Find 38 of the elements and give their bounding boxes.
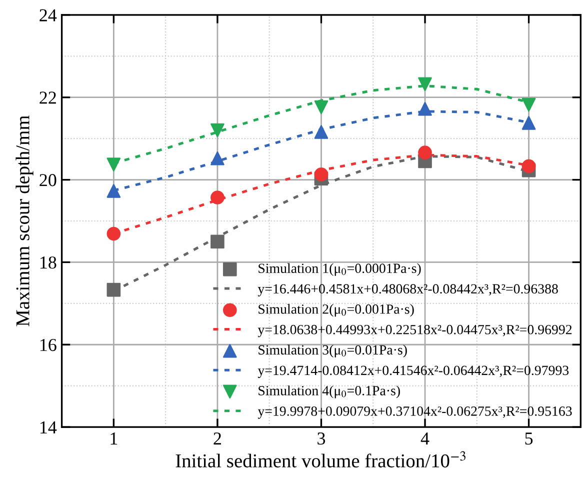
point [418, 77, 432, 92]
legend-label: y=16.446+0.4581x+0.48068x²-0.08442x³,R²=0.96388 [258, 284, 558, 296]
point [522, 159, 536, 174]
x-tick-label: 5 [525, 432, 533, 445]
point [106, 184, 121, 198]
legend-label: y=18.0638+0.44993x+0.22518x²-0.04475x³,R²=0.96992 [258, 324, 572, 338]
point [210, 234, 224, 249]
x-tick-label: 4 [420, 432, 430, 444]
y-tick-label: 18 [40, 256, 56, 269]
y-tick-label: 22 [40, 92, 56, 104]
point [210, 190, 224, 204]
point [106, 226, 121, 241]
legend-label: Simulation 3(μ$_{0}$=0.01Pa·s) [258, 344, 407, 358]
y-axis-title: Maximum scour depth/mm [16, 115, 34, 326]
x-tick-label: 2 [214, 432, 221, 444]
point [522, 116, 536, 130]
x-axis-title: Initial sediment volume fraction/10$^{−3}$ [176, 451, 466, 468]
point [210, 123, 224, 138]
y-tick-label: 24 [40, 9, 57, 22]
legend-label: Simulation 4(μ$_{0}$=0.1Pa·s) [258, 386, 400, 398]
point [106, 158, 121, 172]
y-tick-label: 16 [40, 338, 56, 352]
legend-label: Simulation 2(μ$_{0}$=0.001Pa·s) [258, 304, 414, 317]
point [418, 146, 432, 160]
x-tick-label: 3 [318, 432, 326, 445]
point [210, 151, 224, 166]
point [314, 168, 328, 182]
point [314, 100, 328, 114]
legend-label: y=19.4714-0.08412x+0.41546x²-0.06442x³,R²=0.97993 [258, 366, 569, 378]
legend-label: y=19.9978+0.09079x+0.37104x²-0.06275x³,R²=0.95163 [258, 406, 572, 419]
point [522, 98, 536, 112]
point [418, 102, 432, 116]
x-tick-label: 1 [110, 432, 118, 444]
y-tick-label: 14 [40, 421, 57, 434]
y-tick-label: 20 [40, 174, 56, 186]
legend-label: Simulation 1(μ$_{0}$=0.0001Pa·s) [258, 263, 421, 276]
point [106, 282, 121, 297]
point [314, 125, 328, 139]
